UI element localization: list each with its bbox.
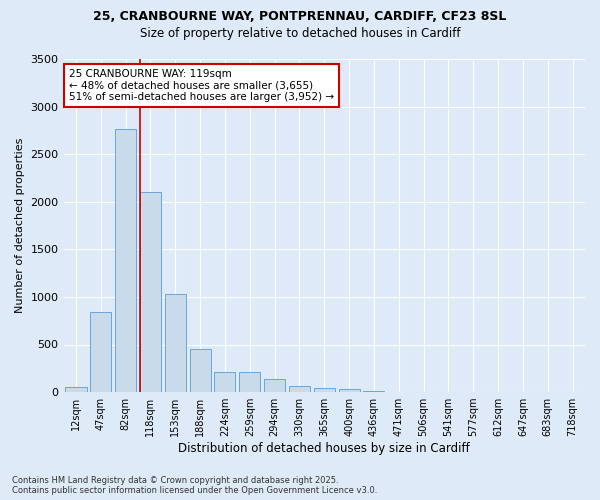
Bar [338,389,359,392]
Bar [239,372,260,392]
Bar [214,372,235,392]
Bar [314,388,335,392]
Bar [364,390,385,392]
Text: Size of property relative to detached houses in Cardiff: Size of property relative to detached ho… [140,28,460,40]
Bar [65,388,86,392]
Text: Contains HM Land Registry data © Crown copyright and database right 2025.
Contai: Contains HM Land Registry data © Crown c… [12,476,377,495]
Bar [140,192,161,392]
Bar [264,379,285,392]
Bar [289,386,310,392]
X-axis label: Distribution of detached houses by size in Cardiff: Distribution of detached houses by size … [178,442,470,455]
Bar [115,130,136,392]
Text: 25, CRANBOURNE WAY, PONTPRENNAU, CARDIFF, CF23 8SL: 25, CRANBOURNE WAY, PONTPRENNAU, CARDIFF… [94,10,506,23]
Text: 25 CRANBOURNE WAY: 119sqm
← 48% of detached houses are smaller (3,655)
51% of se: 25 CRANBOURNE WAY: 119sqm ← 48% of detac… [69,69,334,102]
Bar [165,294,186,392]
Bar [190,350,211,392]
Bar [90,312,112,392]
Y-axis label: Number of detached properties: Number of detached properties [15,138,25,313]
